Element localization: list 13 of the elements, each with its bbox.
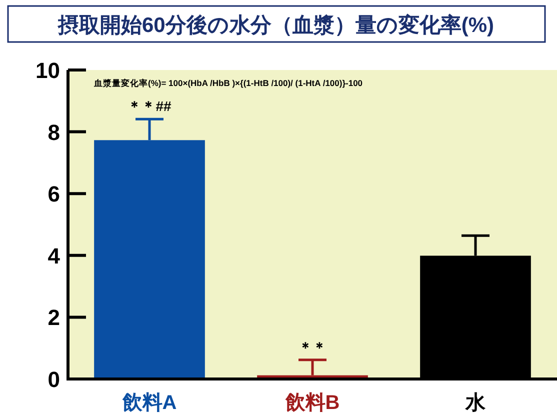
x-tick-label: 水 <box>464 392 486 414</box>
chart-title: 摂取開始60分後の水分（血漿）量の変化率(%) <box>56 13 494 37</box>
y-tick-label: 10 <box>36 58 60 83</box>
annotation: ＊＊ <box>298 338 326 355</box>
y-tick-label: 0 <box>48 367 60 392</box>
x-tick-label: 飲料A <box>121 392 177 414</box>
y-tick-label: 8 <box>48 120 60 145</box>
y-tick-label: 4 <box>48 243 61 268</box>
x-tick-label: 飲料B <box>284 392 340 414</box>
y-tick-label: 6 <box>48 182 60 207</box>
annotation: ＊＊## <box>128 98 172 114</box>
y-tick-label: 2 <box>48 305 60 330</box>
annotation: 血漿量変化率(%)= 100×(HbA /HbB )×{(1-HtB /100)/ (1-HtA /100)}-100 <box>93 78 363 88</box>
